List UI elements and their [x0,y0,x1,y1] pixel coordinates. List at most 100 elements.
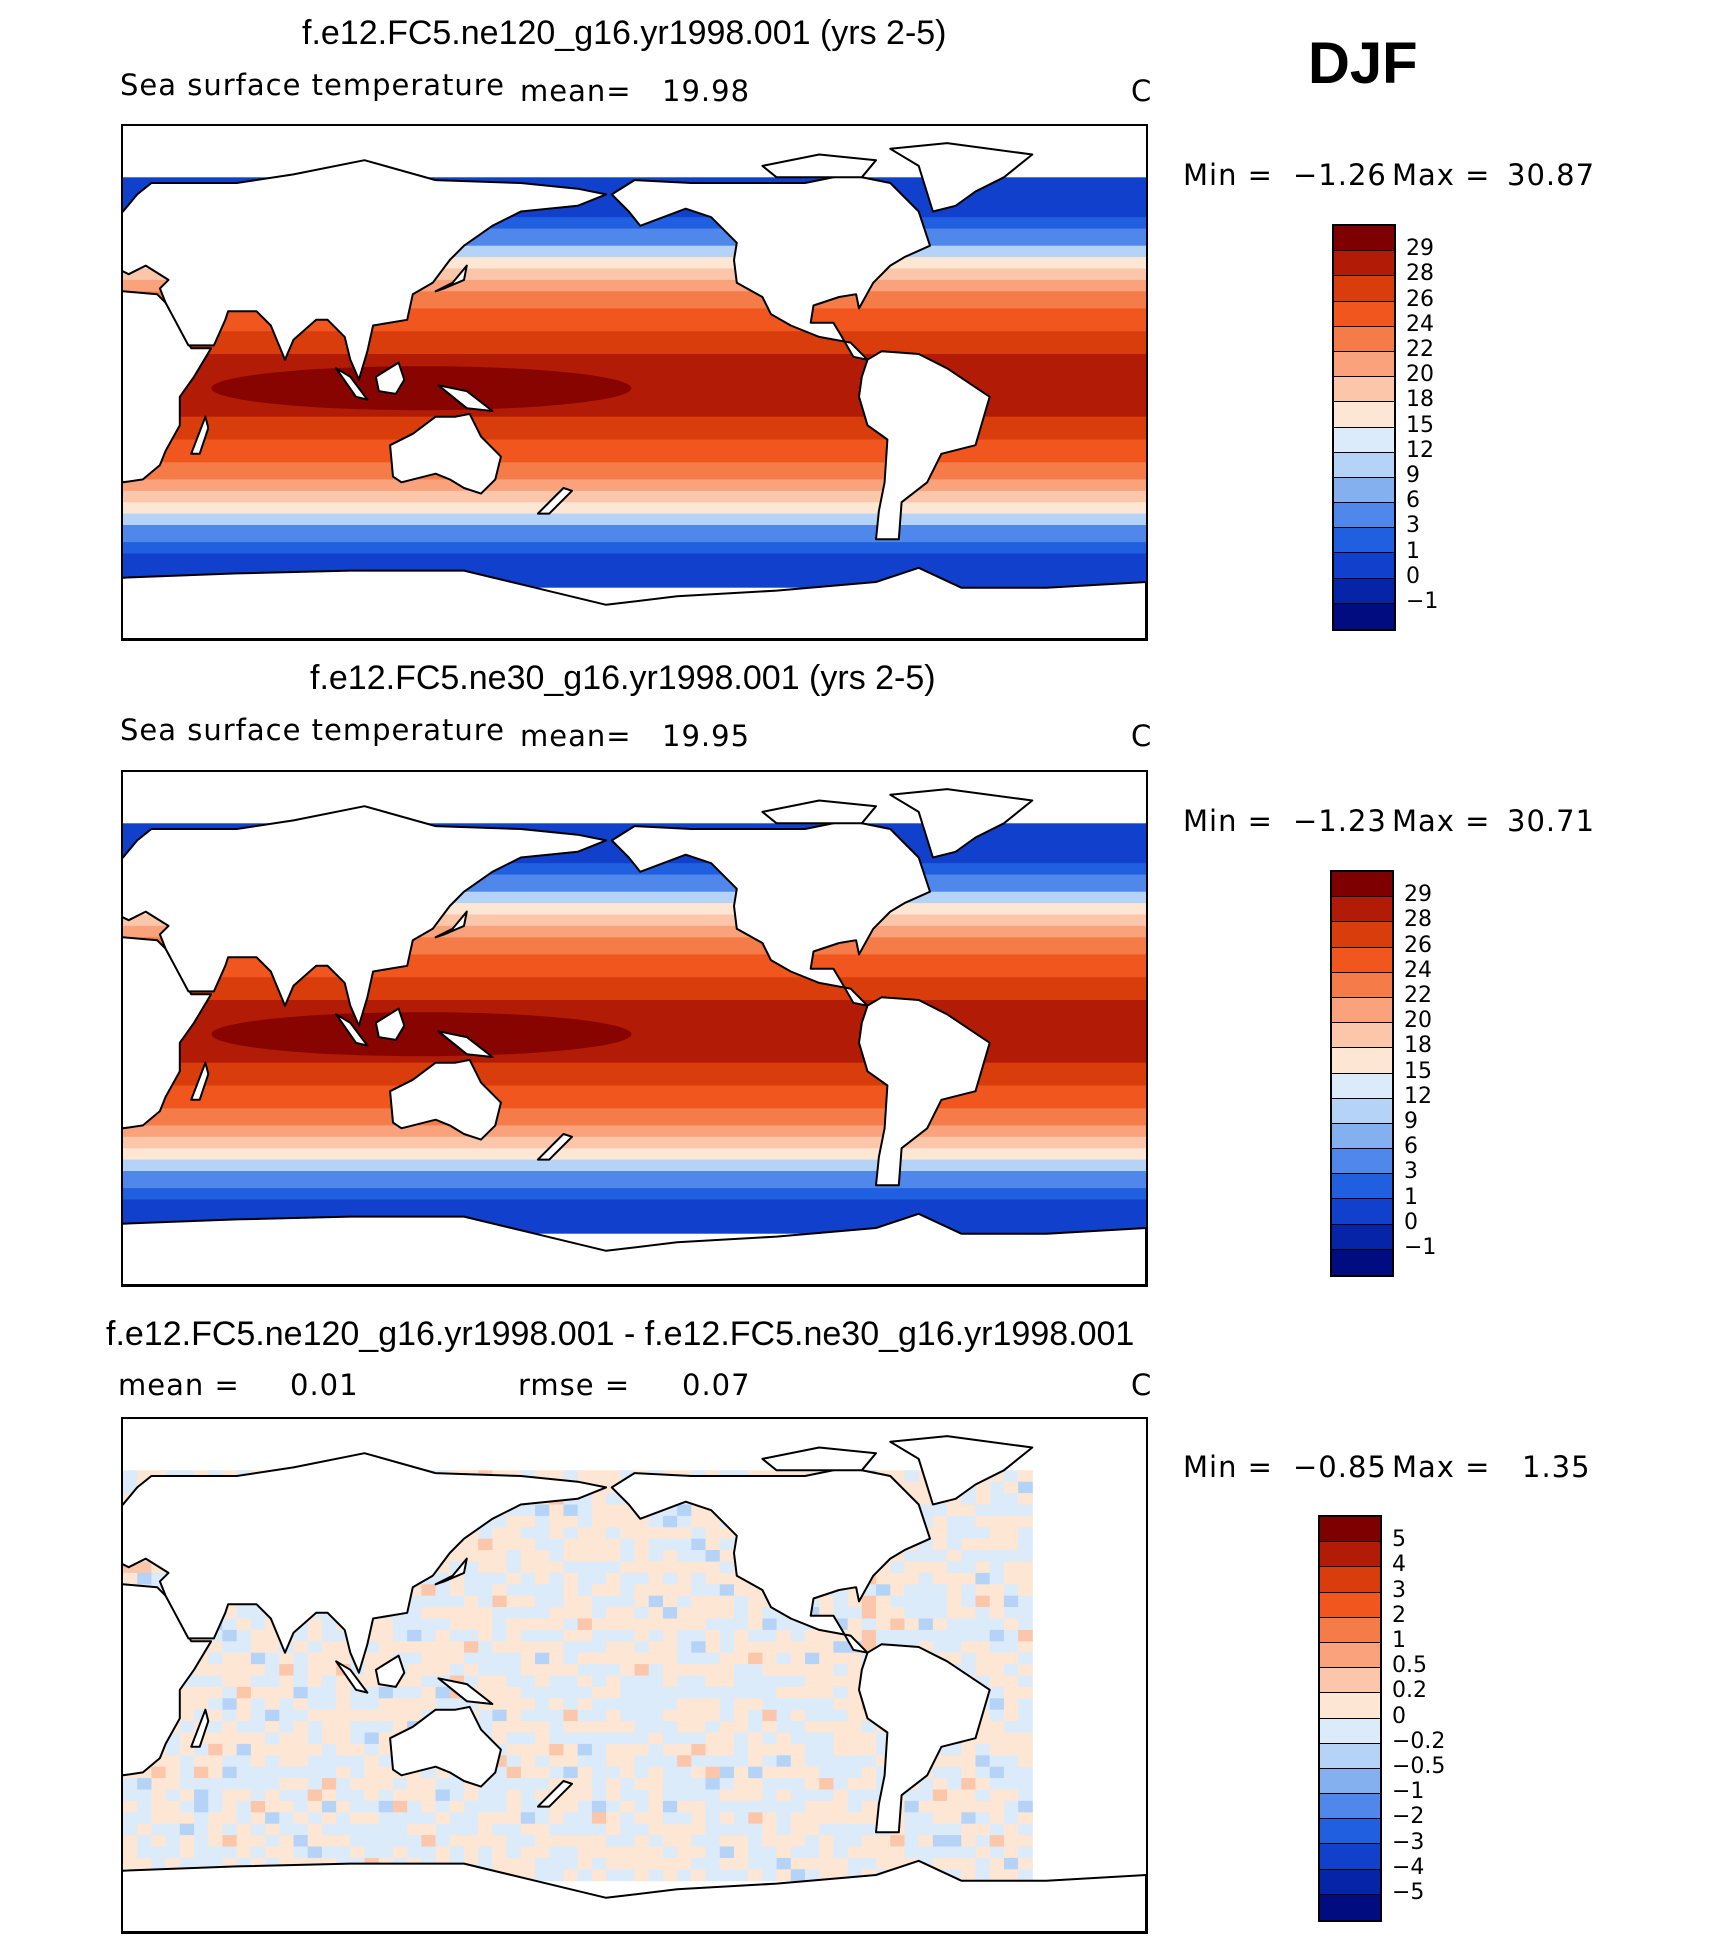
colorbar-swatch [1334,528,1394,554]
panel2-min-value: −1.23 [1293,804,1387,838]
coastline [190,415,210,455]
colorbar-swatch [1332,1123,1392,1150]
panel3-rmse-label: rmse = [518,1368,631,1402]
coastline [335,1013,369,1047]
colorbar-tick-label: 29 [1406,236,1434,262]
coastline [434,264,468,293]
colorbar-tick-label: 6 [1404,1134,1418,1160]
colorbar-tick-label: 2 [1392,1602,1406,1628]
coastline [123,1212,1146,1285]
colorbar-tick-label: 1 [1404,1184,1418,1210]
panel2-map [121,770,1148,1287]
colorbar-swatch [1332,1073,1392,1099]
colorbar-swatch [1332,1149,1392,1175]
colorbar-tick-label: −5 [1392,1880,1425,1905]
colorbar-swatch [1332,947,1392,973]
coastline [858,350,991,541]
panel2-mean-value: 19.95 [662,719,751,753]
colorbar-swatch [1334,226,1394,252]
coastline [536,1780,573,1808]
panel2-title: f.e12.FC5.ne30_g16.yr1998.001 (yrs 2-5) [310,659,936,697]
colorbar-swatch [1334,377,1394,403]
colorbar-swatch [1334,276,1394,302]
panel2-min-label: Min = [1183,804,1273,838]
coastline [389,1705,502,1788]
coastline [437,1677,494,1705]
colorbar-tick-label: 22 [1406,337,1434,362]
colorbar-swatch [1334,603,1394,629]
coastline [374,361,406,395]
colorbar-swatch [1332,1098,1392,1124]
colorbar-swatch [1320,1617,1380,1643]
panel2-mean-label: mean= [520,719,632,753]
coastline [434,1557,468,1586]
colorbar-tick-label: 20 [1404,1008,1432,1034]
colorbar-swatch [1320,1642,1380,1669]
colorbar-swatch [1334,477,1394,504]
colorbar-swatch [1320,1844,1380,1870]
colorbar-swatch [1320,1668,1380,1694]
panel1-min-value: −1.26 [1293,158,1387,192]
colorbar-tick-label: −1 [1404,1235,1437,1260]
colorbar-tick-label: 24 [1406,311,1434,337]
colorbar-swatch [1320,1743,1380,1769]
coastline [123,805,608,1027]
colorbar-tick-label: 12 [1404,1083,1432,1109]
colorbar-swatch [1334,427,1394,453]
panel2-units: C [1131,719,1153,753]
coastline [190,1708,210,1748]
colorbar-tick-label: 22 [1404,983,1432,1008]
coastline [434,910,468,939]
coastline [374,1654,406,1688]
colorbar-swatch [1320,1869,1380,1895]
panel3-max-value: 1.35 [1522,1450,1591,1484]
coastline [761,799,877,825]
colorbar-tick-label: 0.2 [1392,1678,1427,1704]
colorbar-tick-label: 0 [1392,1703,1406,1729]
colorbar-tick-label: 15 [1404,1058,1432,1084]
colorbar-tick-label: 24 [1404,957,1432,983]
colorbar-tick-label: 26 [1404,932,1432,958]
coastline [437,1030,494,1058]
colorbar-tick-label: 26 [1406,286,1434,312]
colorbar-swatch [1320,1718,1380,1744]
coastline [335,1660,369,1694]
panel3-mean-value: 0.01 [290,1368,359,1402]
coastline [536,1133,573,1161]
colorbar-swatch [1334,326,1394,352]
colorbar-tick-label: 1 [1406,538,1420,564]
colorbar-tick-label: 9 [1406,463,1420,488]
coastline [889,788,1034,859]
coastline [610,1466,931,1654]
colorbar-swatch [1332,1249,1392,1275]
coastline [389,412,502,495]
colorbar-swatches [1330,870,1394,1277]
colorbar-swatch [1320,1768,1380,1795]
colorbar-tick-label: 3 [1404,1159,1418,1185]
colorbar-tick-label: 0 [1406,563,1420,589]
colorbar-tick-label: 6 [1406,488,1420,514]
coastline [889,142,1034,213]
colorbar-tick-label: 18 [1406,387,1434,413]
coastline [374,1007,406,1041]
panel1-mean-label: mean= [520,74,632,108]
coastline [123,1452,608,1674]
colorbar-swatches [1332,224,1396,631]
panel1-map [121,124,1148,641]
colorbar-tick-label: −2 [1392,1804,1425,1830]
colorbar-tick-label: −0.2 [1392,1728,1446,1754]
colorbar-swatch [1334,351,1394,378]
colorbar-swatch [1332,922,1392,948]
coastline [536,487,573,515]
panel3-map [121,1417,1148,1934]
coastline [610,819,931,1007]
colorbar-swatch [1332,1174,1392,1200]
colorbar-tick-label: 0 [1404,1209,1418,1235]
colorbar-swatch [1320,1567,1380,1593]
colorbar-swatch [1320,1542,1380,1568]
panel1-mean-value: 19.98 [662,74,751,108]
panel3-min-label: Min = [1183,1450,1273,1484]
colorbar-tick-label: −1 [1406,589,1439,614]
panel1-max-value: 30.87 [1507,158,1596,192]
panel3-min-value: −0.85 [1293,1450,1387,1484]
